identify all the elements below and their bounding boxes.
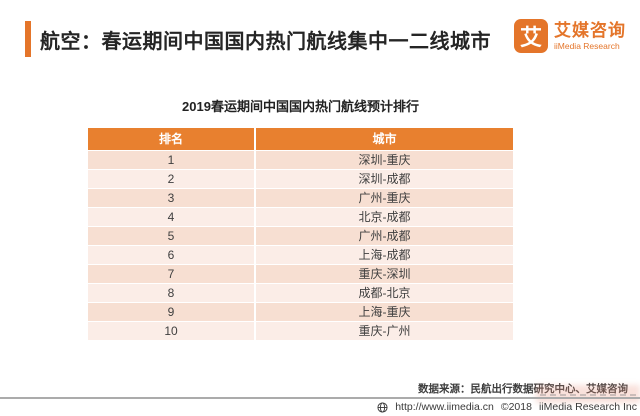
ranking-table: 排名 城市 1 深圳-重庆 2 深圳-成都 3 广州-重庆 4 北京-成都 5 <box>88 128 513 340</box>
logo-text: 艾媒咨询 iiMedia Research <box>554 21 626 51</box>
footer-url-link[interactable]: http://www.iimedia.cn <box>395 401 494 413</box>
rank-cell: 8 <box>88 282 256 302</box>
footer-copyright: ©2018 <box>500 401 532 413</box>
table-row: 7 重庆-深圳 <box>88 263 513 283</box>
city-cell: 北京-成都 <box>254 206 513 226</box>
table-row: 10 重庆-广州 <box>88 320 513 340</box>
rank-cell: 4 <box>88 206 256 226</box>
city-cell: 重庆-广州 <box>254 320 513 340</box>
rank-cell: 10 <box>88 320 256 340</box>
rank-cell: 7 <box>88 263 256 283</box>
title-accent-bar <box>25 21 31 57</box>
footer-company: iiMedia Research Inc <box>538 401 637 413</box>
city-cell: 广州-成都 <box>254 225 513 245</box>
city-cell: 成都-北京 <box>254 282 513 302</box>
city-cell: 上海-重庆 <box>254 301 513 321</box>
footer-bar: http://www.iimedia.cn ©2018 iiMedia Rese… <box>377 401 637 413</box>
city-cell: 深圳-重庆 <box>254 149 513 169</box>
table-row: 8 成都-北京 <box>88 282 513 302</box>
table-header-row: 排名 城市 <box>88 128 513 150</box>
rank-cell: 6 <box>88 244 256 264</box>
rank-cell: 1 <box>88 149 256 169</box>
rank-cell: 9 <box>88 301 256 321</box>
globe-icon <box>377 401 388 413</box>
table-row: 6 上海-成都 <box>88 244 513 264</box>
city-cell: 重庆-深圳 <box>254 263 513 283</box>
column-header-rank: 排名 <box>88 128 256 150</box>
logo-name-en: iiMedia Research <box>554 40 620 51</box>
table-row: 2 深圳-成都 <box>88 168 513 188</box>
data-source-label: 数据来源：民航出行数据研究中心、艾媒咨询 <box>418 383 628 395</box>
table-row: 9 上海-重庆 <box>88 301 513 321</box>
city-cell: 广州-重庆 <box>254 187 513 207</box>
rank-cell: 3 <box>88 187 256 207</box>
city-cell: 深圳-成都 <box>254 168 513 188</box>
table-row: 3 广州-重庆 <box>88 187 513 207</box>
page-title: 航空：春运期间中国国内热门航线集中一二线城市 <box>40 30 491 53</box>
rank-cell: 5 <box>88 225 256 245</box>
rank-cell: 2 <box>88 168 256 188</box>
chart-title: 2019春运期间中国国内热门航线预计排行 <box>182 99 419 114</box>
logo-mark-icon: 艾 <box>514 19 548 53</box>
footer-divider <box>0 397 640 399</box>
city-cell: 上海-成都 <box>254 244 513 264</box>
table-row: 4 北京-成都 <box>88 206 513 226</box>
iimedia-logo: 艾 艾媒咨询 iiMedia Research <box>514 19 626 53</box>
logo-name-cn: 艾媒咨询 <box>554 21 626 41</box>
column-header-city: 城市 <box>254 128 513 150</box>
table-row: 5 广州-成都 <box>88 225 513 245</box>
slide-header: 航空：春运期间中国国内热门航线集中一二线城市 <box>25 21 491 57</box>
table-row: 1 深圳-重庆 <box>88 149 513 169</box>
